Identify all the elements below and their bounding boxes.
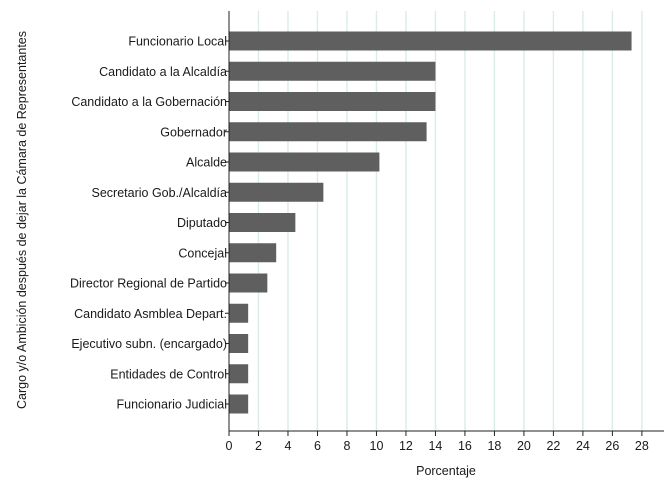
x-tick-label: 14	[428, 439, 442, 453]
category-label: Diputado	[177, 216, 227, 230]
category-label: Concejal	[178, 246, 227, 260]
bar	[229, 182, 324, 202]
category-label: Secretario Gob./Alcaldía	[92, 186, 228, 200]
x-tick-label: 22	[546, 439, 560, 453]
category-label: Director Regional de Partido	[70, 277, 227, 291]
category-label: Entidades de Control	[110, 367, 227, 381]
x-tick-label: 20	[517, 439, 531, 453]
category-label: Funcionario Judicial	[117, 398, 227, 412]
x-tick-label: 24	[576, 439, 590, 453]
bar	[229, 152, 380, 172]
category-label: Candidato Asmblea Depart.	[74, 307, 227, 321]
x-tick-label: 0	[226, 439, 233, 453]
category-label: Candidato a la Alcaldía	[99, 65, 227, 79]
x-ticks: 0 2 4 6 8 10 12 14 16 18 20 22 24 26 28	[226, 431, 649, 453]
x-tick-label: 8	[343, 439, 350, 453]
bar	[229, 364, 249, 384]
bar	[229, 122, 427, 142]
bar	[229, 243, 277, 263]
category-label: Candidato a la Gobernación	[71, 95, 227, 109]
x-tick-label: 12	[399, 439, 413, 453]
x-tick-label: 6	[314, 439, 321, 453]
x-tick-label: 16	[458, 439, 472, 453]
bar	[229, 213, 296, 232]
x-tick-label: 2	[255, 439, 262, 453]
bar	[229, 303, 249, 323]
bar	[229, 273, 268, 293]
category-labels: Funcionario Local Candidato a la Alcaldía…	[70, 35, 227, 412]
bar	[229, 394, 249, 414]
category-label: Funcionario Local	[128, 35, 227, 49]
bar	[229, 334, 249, 353]
x-tick-label: 18	[487, 439, 501, 453]
bar	[229, 92, 436, 111]
x-axis-title: Porcentaje	[416, 464, 476, 478]
bars	[229, 31, 632, 414]
bar	[229, 31, 632, 51]
x-tick-label: 26	[605, 439, 619, 453]
x-tick-label: 4	[285, 439, 292, 453]
category-label: Gobernador	[160, 125, 227, 139]
bar	[229, 61, 436, 81]
category-label: Ejecutivo subn. (encargado)	[71, 337, 227, 351]
category-label: Alcalde	[186, 156, 227, 170]
axes	[225, 11, 664, 432]
x-tick-label: 28	[635, 439, 649, 453]
y-axis-title: Cargo y/o Ambición después de dejar la C…	[15, 31, 29, 409]
x-tick-label: 10	[370, 439, 384, 453]
grid-lines	[257, 11, 643, 431]
